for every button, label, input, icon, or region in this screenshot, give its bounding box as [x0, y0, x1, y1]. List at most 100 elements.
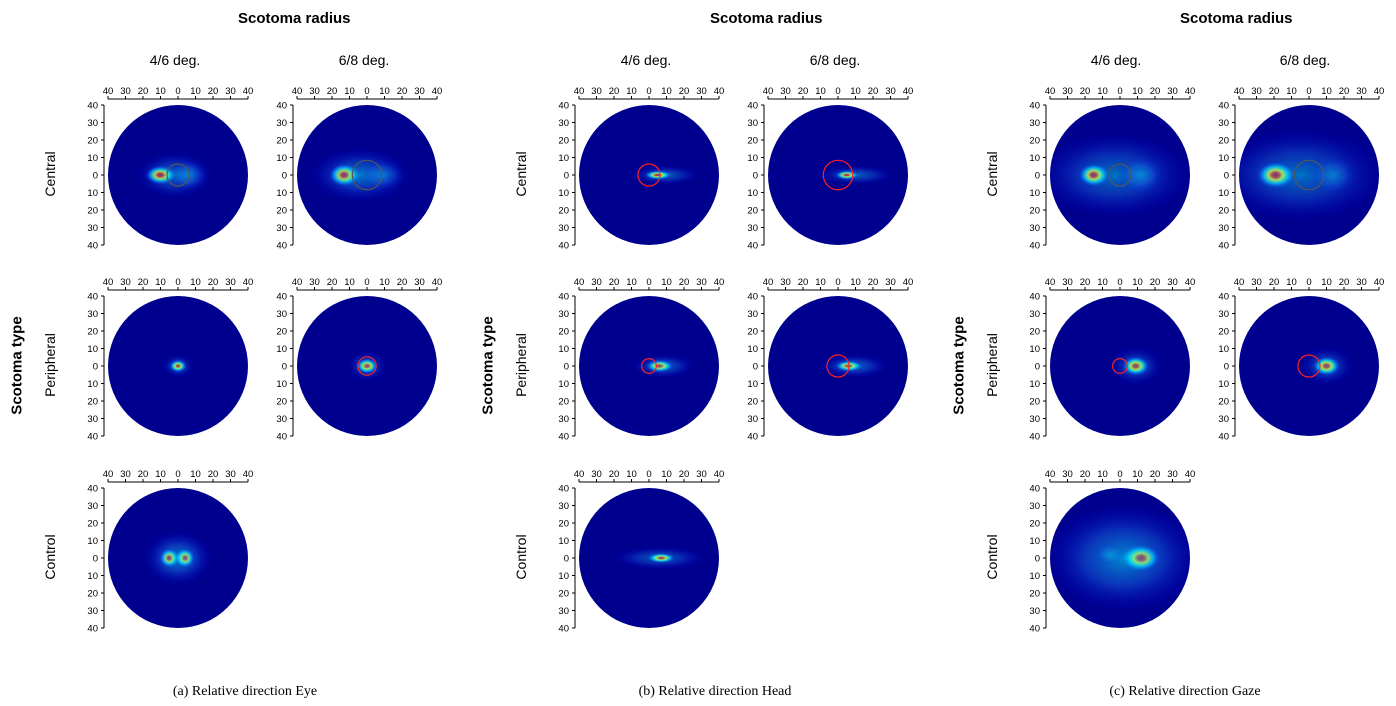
x-tick-label: 20 [208, 86, 219, 97]
x-tick-label: 30 [696, 277, 707, 288]
x-tick-label: 10 [344, 86, 355, 97]
y-tick-label: 10 [87, 344, 98, 355]
x-tick-label: 20 [609, 277, 620, 288]
y-tick-label: 30 [87, 223, 98, 234]
x-tick-label: 0 [364, 86, 369, 97]
column-header-a-1: 4/6 deg. [149, 52, 201, 68]
y-tick-label: 0 [753, 170, 758, 181]
x-tick-label: 40 [574, 277, 585, 288]
y-tick-label: 10 [558, 344, 569, 355]
x-tick-label: 10 [661, 86, 672, 97]
scotoma-circle [826, 354, 850, 378]
x-tick-label: 30 [885, 277, 896, 288]
x-tick-label: 0 [646, 469, 651, 480]
x-tick-label: 10 [379, 86, 390, 97]
panel-0-peripheral-1: 40 30 20 10 0 10 20 30 40 40 30 20 10 0 10 20 30 40 [276, 277, 442, 442]
x-tick-label: 30 [696, 469, 707, 480]
x-tick-label: 40 [292, 86, 303, 97]
y-tick-label: 30 [87, 118, 98, 129]
x-tick-label: 30 [1062, 86, 1073, 97]
y-tick-label: 10 [87, 188, 98, 199]
x-tick-label: 30 [414, 86, 425, 97]
y-tick-label: 20 [558, 205, 569, 216]
y-tick-label: 30 [747, 414, 758, 425]
y-tick-label: 10 [1029, 344, 1040, 355]
y-tick-label: 10 [87, 536, 98, 547]
y-tick-label: 30 [1029, 606, 1040, 617]
y-tick-label: 40 [747, 240, 758, 251]
x-tick-label: 10 [1132, 277, 1143, 288]
x-tick-label: 30 [1167, 277, 1178, 288]
x-tick-label: 30 [225, 86, 236, 97]
y-tick-label: 40 [1029, 100, 1040, 111]
y-tick-label: 0 [1224, 170, 1229, 181]
y-tick-label: 30 [558, 501, 569, 512]
x-tick-label: 20 [679, 469, 690, 480]
y-tick-label: 20 [87, 588, 98, 599]
density-hotspot-1 [817, 165, 894, 185]
y-tick-label: 10 [558, 379, 569, 390]
x-tick-label: 10 [1132, 86, 1143, 97]
y-tick-label: 30 [1029, 414, 1040, 425]
x-tick-label: 0 [1117, 277, 1122, 288]
y-tick-label: 40 [87, 291, 98, 302]
y-tick-label: 30 [1218, 414, 1229, 425]
caption-c: (c) Relative direction Gaze [1109, 684, 1261, 699]
x-tick-label: 0 [1117, 86, 1122, 97]
x-tick-label: 30 [780, 277, 791, 288]
panel-0-control-0: 40 30 20 10 0 10 20 30 40 40 30 20 10 0 10 20 30 40 [87, 469, 253, 634]
y-tick-label: 20 [747, 396, 758, 407]
x-tick-label: 20 [1339, 277, 1350, 288]
y-tick-label: 40 [87, 240, 98, 251]
y-tick-label: 20 [747, 135, 758, 146]
column-title-c: Scotoma radius [1180, 10, 1293, 27]
y-tick-label: 20 [276, 326, 287, 337]
y-tick-label: 40 [87, 431, 98, 442]
x-tick-label: 20 [327, 277, 338, 288]
y-tick-label: 20 [87, 205, 98, 216]
x-tick-label: 40 [903, 86, 914, 97]
y-tick-label: 10 [558, 536, 569, 547]
y-tick-label: 10 [276, 188, 287, 199]
x-tick-label: 40 [574, 469, 585, 480]
x-tick-label: 30 [780, 86, 791, 97]
y-tick-label: 40 [276, 431, 287, 442]
x-tick-label: 10 [155, 469, 166, 480]
y-tick-label: 40 [1029, 431, 1040, 442]
y-tick-label: 40 [87, 100, 98, 111]
y-tick-label: 40 [87, 623, 98, 634]
y-tick-label: 30 [87, 309, 98, 320]
x-tick-label: 40 [903, 277, 914, 288]
density-hotspot-2 [143, 531, 213, 585]
panel-2-peripheral-1: 40 30 20 10 0 10 20 30 40 40 30 20 10 0 10 20 30 40 [1218, 277, 1384, 442]
x-tick-label: 20 [138, 86, 149, 97]
y-tick-label: 40 [276, 240, 287, 251]
y-tick-label: 40 [558, 100, 569, 111]
x-tick-label: 30 [1356, 277, 1367, 288]
x-tick-label: 20 [1269, 86, 1280, 97]
y-tick-label: 0 [1224, 361, 1229, 372]
y-tick-label: 20 [1029, 396, 1040, 407]
y-tick-label: 30 [558, 414, 569, 425]
y-tick-label: 30 [747, 223, 758, 234]
y-tick-label: 20 [276, 396, 287, 407]
y-tick-label: 30 [747, 118, 758, 129]
x-tick-label: 30 [414, 277, 425, 288]
density-hotspot-1 [1108, 346, 1163, 386]
caption-a: (a) Relative direction Eye [172, 684, 318, 699]
y-tick-label: 0 [1035, 553, 1040, 564]
scotoma-circle [357, 356, 377, 376]
panel-1-central-1: 40 30 20 10 0 10 20 30 40 40 30 20 10 0 10 20 30 40 [747, 86, 913, 251]
y-tick-label: 20 [1029, 135, 1040, 146]
scotoma-circle [166, 163, 190, 187]
y-tick-label: 10 [558, 571, 569, 582]
caption-b: (b) Relative direction Head [638, 684, 792, 699]
density-hotspot-1 [632, 354, 694, 378]
y-tick-label: 10 [558, 188, 569, 199]
y-tick-label: 10 [747, 344, 758, 355]
x-tick-label: 20 [679, 277, 690, 288]
x-tick-label: 30 [309, 86, 320, 97]
y-tick-label: 40 [1218, 291, 1229, 302]
density-hotspot-1 [162, 354, 194, 378]
panel-2-peripheral-0: 40 30 20 10 0 10 20 30 40 40 30 20 10 0 10 20 30 40 [1029, 277, 1195, 442]
